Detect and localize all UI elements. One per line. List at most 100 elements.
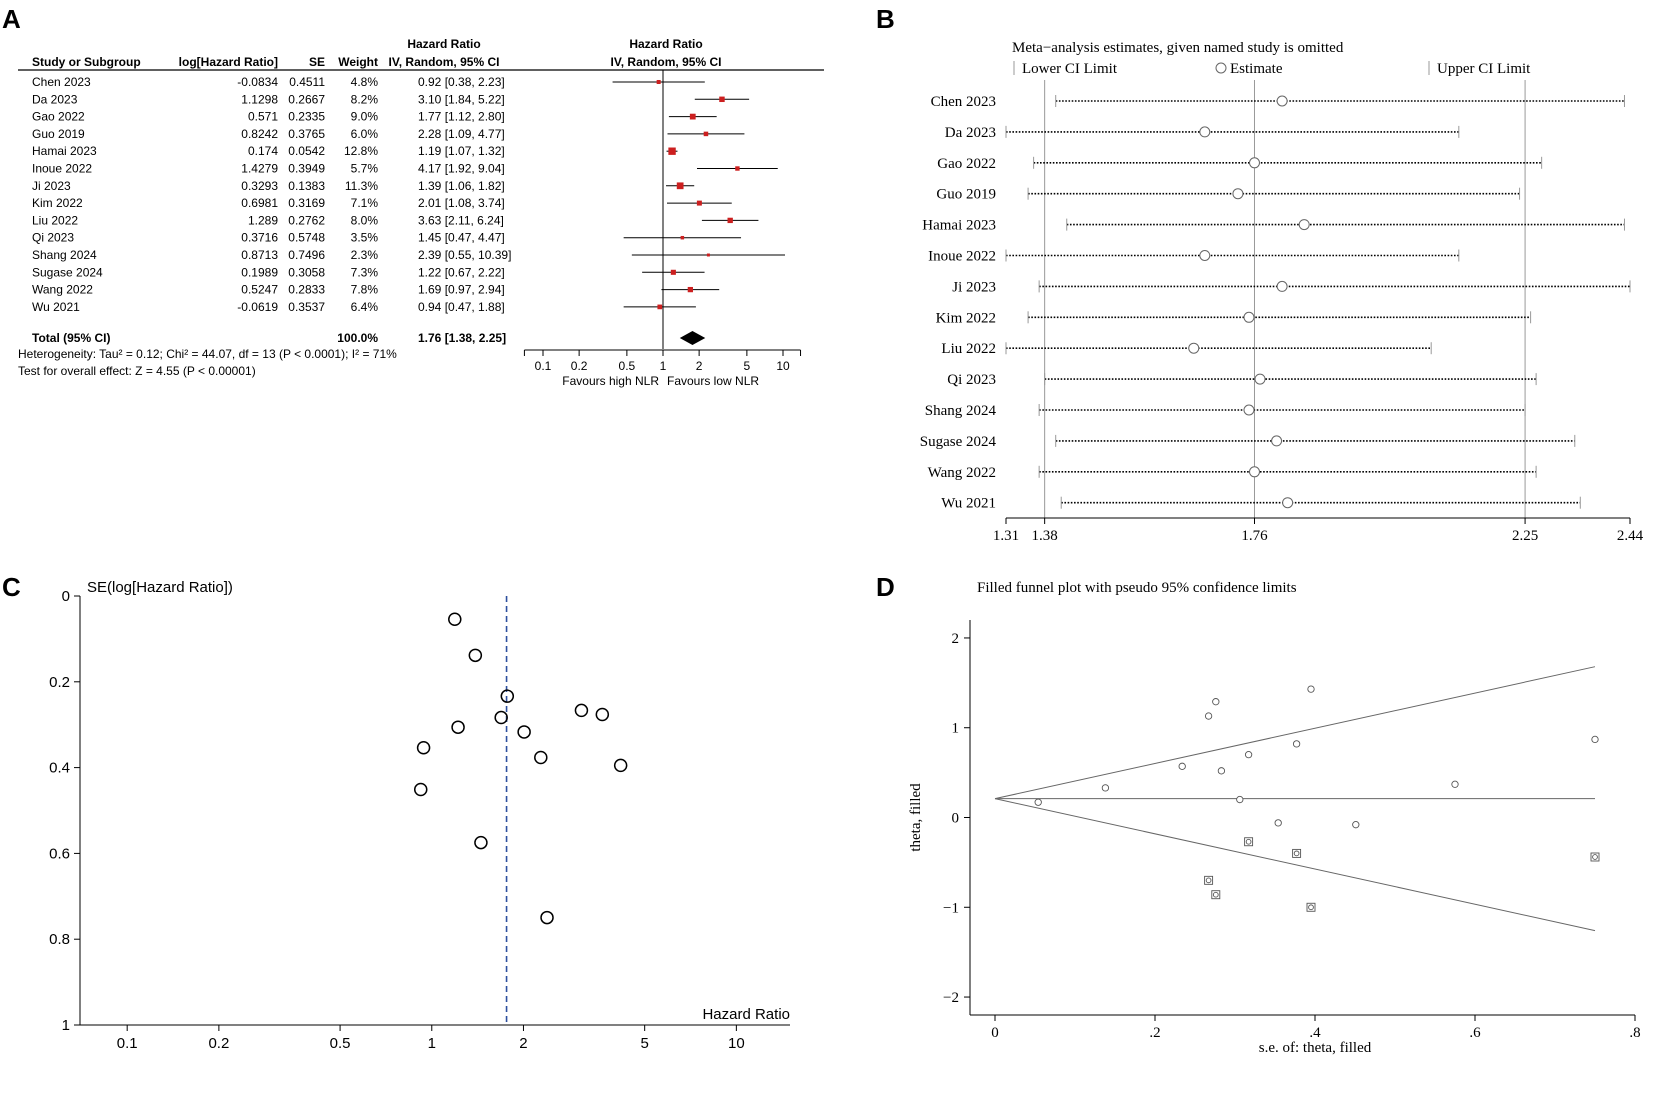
study-weight: 6.4% — [351, 300, 379, 314]
c-x-tick-label: 1 — [428, 1035, 436, 1052]
c-study-point — [494, 710, 508, 725]
d-observed-point — [1591, 735, 1599, 744]
study-marker — [676, 182, 684, 190]
d-upper-limit — [994, 666, 1596, 800]
sens-study-name: Kim 2022 — [936, 310, 996, 326]
study-ci-text: 1.77 [1.12, 2.80] — [418, 110, 505, 124]
sens-study-name: Sugase 2024 — [920, 434, 997, 450]
study-weight: 7.1% — [351, 196, 379, 210]
c-x-label: Hazard Ratio — [702, 1006, 790, 1023]
study-se: 0.4511 — [289, 75, 325, 89]
sens-study-name: Hamai 2023 — [922, 218, 996, 234]
d-filled-point — [1293, 850, 1300, 857]
c-y-tick-label: 0.6 — [49, 845, 70, 862]
study-name: Kim 2022 — [32, 196, 83, 210]
study-weight: 2.3% — [351, 248, 379, 262]
d-observed-point — [1034, 798, 1042, 806]
study-ci-text: 4.17 [1.92, 9.04] — [418, 162, 505, 176]
sens-estimate — [1254, 373, 1266, 385]
d-observed-point — [1274, 819, 1282, 827]
study-weight: 5.7% — [351, 162, 379, 176]
c-study-point — [613, 758, 628, 773]
legend-upper: Upper CI Limit — [1437, 61, 1531, 77]
header-hr-method: IV, Random, 95% CI — [389, 55, 500, 69]
d-x-tick-label: 0 — [991, 1025, 999, 1041]
header-plot-title: Hazard Ratio — [629, 37, 702, 51]
sens-estimate — [1199, 250, 1211, 261]
panel-label-a: A — [2, 4, 21, 34]
study-ci-text: 2.39 [0.55, 10.39] — [418, 248, 511, 262]
study-weight: 12.8% — [344, 144, 378, 158]
study-name: Ji 2023 — [32, 179, 71, 193]
x-tick-label: 0.2 — [571, 359, 588, 373]
x-tick-label: 5 — [744, 359, 751, 373]
study-loghr: 0.5247 — [241, 283, 278, 297]
study-loghr: 0.6981 — [241, 196, 278, 210]
study-marker — [703, 131, 709, 137]
sens-estimate — [1298, 219, 1310, 231]
overall-effect-text: Test for overall effect: Z = 4.55 (P < 0… — [18, 364, 256, 378]
heterogeneity-text: Heterogeneity: Tau² = 0.12; Chi² = 44.07… — [18, 347, 397, 361]
d-observed-point — [1204, 712, 1213, 720]
d-lower-limit — [994, 798, 1596, 932]
study-se: 0.7496 — [288, 248, 325, 262]
d-observed-point — [1352, 821, 1360, 829]
study-weight: 11.3% — [345, 179, 378, 193]
sens-estimate — [1248, 157, 1260, 169]
study-ci-text: 3.10 [1.84, 5.22] — [418, 92, 505, 106]
study-loghr: 0.571 — [248, 110, 278, 124]
study-name: Sugase 2024 — [32, 265, 103, 279]
c-study-point — [416, 740, 431, 755]
d-filled-point — [1245, 838, 1252, 845]
d-y-tick-label: 0 — [952, 811, 960, 827]
study-loghr: 0.3716 — [241, 231, 278, 245]
study-se: 0.2833 — [288, 283, 325, 297]
d-observed-point — [1217, 767, 1226, 775]
sens-study-name: Shang 2024 — [925, 403, 997, 419]
study-name: Da 2023 — [32, 92, 78, 106]
legend-estimate-mark — [1215, 62, 1227, 74]
study-weight: 8.0% — [351, 213, 379, 227]
c-study-point — [540, 910, 554, 925]
study-marker — [689, 113, 696, 120]
c-y-label: SE(log[Hazard Ratio]) — [87, 579, 233, 596]
study-ci-text: 0.92 [0.38, 2.23] — [418, 75, 505, 89]
d-y-tick-label: 1 — [952, 721, 960, 737]
study-loghr: 1.4279 — [241, 162, 278, 176]
study-se: 0.3537 — [288, 300, 325, 314]
d-observed-point — [1244, 751, 1253, 759]
study-marker — [668, 147, 676, 155]
study-name: Guo 2019 — [32, 127, 85, 141]
d-y-tick-label: −1 — [943, 900, 959, 916]
c-study-point — [474, 835, 488, 850]
study-marker — [706, 253, 710, 257]
panel-label-d: D — [876, 572, 895, 602]
x-tick-label: 10 — [776, 359, 790, 373]
d-observed-point — [1236, 795, 1244, 804]
total-label: Total (95% CI) — [32, 331, 110, 345]
sens-study-name: Inoue 2022 — [928, 249, 996, 265]
study-marker — [657, 304, 663, 310]
pooled-diamond — [679, 331, 706, 345]
sens-x-tick-label: 1.31 — [993, 528, 1019, 544]
header-plot-method: IV, Random, 95% CI — [611, 55, 722, 69]
d-y-label: theta, filled — [908, 783, 924, 852]
sens-estimate — [1232, 188, 1244, 200]
sens-study-name: Wang 2022 — [928, 465, 996, 481]
c-x-tick-label: 2 — [519, 1035, 527, 1052]
study-se: 0.3169 — [288, 196, 325, 210]
c-study-point — [500, 689, 515, 703]
filled-funnel-plot: Filled funnel plot with pseudo 95% confi… — [908, 580, 1641, 1056]
study-se: 0.2335 — [288, 110, 325, 124]
study-weight: 9.0% — [351, 110, 379, 124]
x-tick-label: 2 — [696, 359, 703, 373]
study-weight: 6.0% — [351, 127, 379, 141]
x-tick-label: 0.5 — [619, 359, 636, 373]
study-marker — [680, 235, 685, 240]
x-tick-label: 0.1 — [535, 359, 552, 373]
favours-left: Favours high NLR — [562, 374, 659, 388]
sens-estimate — [1243, 404, 1255, 416]
study-ci-text: 1.45 [0.47, 4.47] — [418, 231, 505, 245]
study-ci-text: 3.63 [2.11, 6.24] — [418, 213, 504, 227]
c-x-tick-label: 10 — [728, 1035, 745, 1052]
